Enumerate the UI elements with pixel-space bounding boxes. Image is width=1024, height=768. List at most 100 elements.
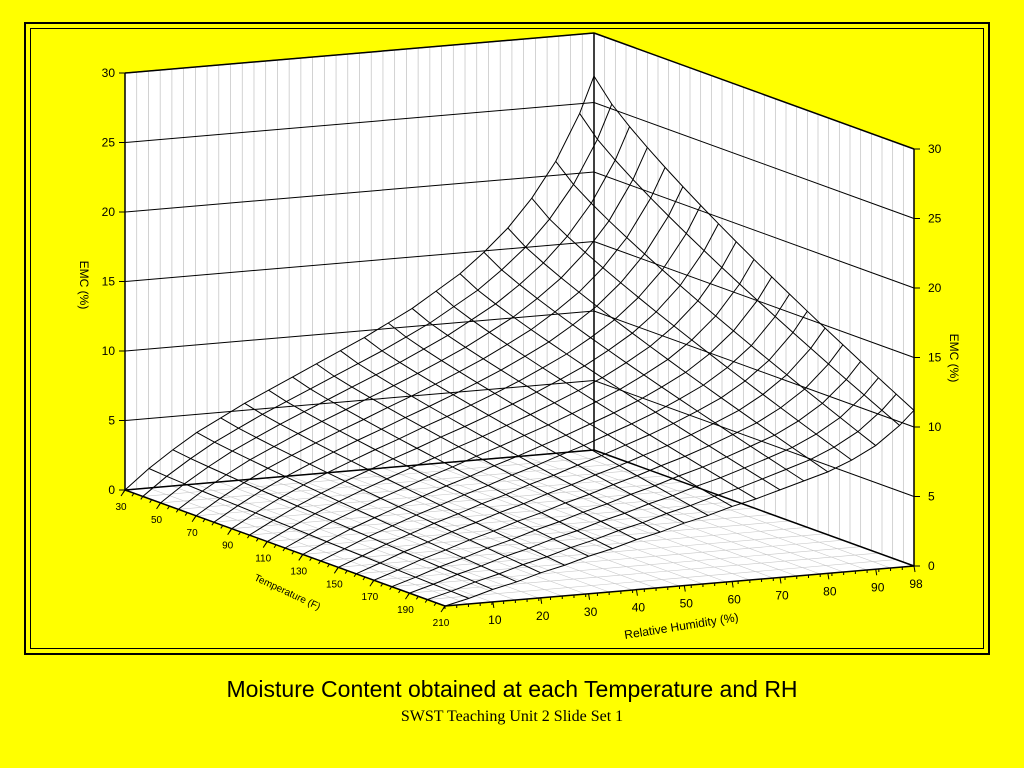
- x-tick-label: 90: [871, 580, 885, 594]
- y-minor-tick: [167, 505, 170, 510]
- y-minor-tick: [344, 570, 348, 574]
- surface-line-rh: [579, 113, 900, 426]
- axis-frame-line: [593, 32, 915, 150]
- x-tick-label: 60: [727, 593, 741, 607]
- surface-line-rh: [435, 290, 757, 500]
- slide-frame: [24, 22, 990, 655]
- z-tick-label-left: 10: [102, 344, 116, 358]
- z-axis-title-left: EMC (%): [77, 261, 91, 310]
- y-minor-tick: [398, 589, 401, 594]
- y-tick-label: 150: [326, 579, 343, 590]
- y-tick-label: 210: [433, 618, 450, 629]
- y-minor-tick: [335, 567, 339, 571]
- floor-gridline-temp: [142, 456, 612, 497]
- y-minor-tick: [389, 586, 393, 590]
- z-tick-label-left: 15: [102, 275, 116, 289]
- z-tick-label-left: 20: [102, 205, 116, 219]
- floor-gridline-temp: [427, 559, 897, 600]
- z-tick-label-right: 15: [928, 351, 942, 365]
- y-minor-tick: [309, 557, 313, 561]
- surface-line-rh: [220, 417, 541, 574]
- surface-line-rh: [196, 432, 517, 583]
- y-tick-label: 190: [397, 605, 414, 616]
- y-minor-tick: [424, 599, 428, 603]
- floor-gridline-temp: [231, 488, 701, 529]
- x-tick-label: 20: [536, 609, 550, 623]
- y-minor-tick: [184, 512, 188, 516]
- y-minor-tick: [238, 531, 241, 536]
- surface-line-rh: [268, 389, 589, 557]
- y-minor-tick: [371, 579, 375, 584]
- y-minor-tick: [442, 605, 446, 610]
- floor-gridline-temp: [373, 539, 843, 581]
- y-minor-tick: [193, 515, 197, 520]
- floor-gridline-temp: [213, 481, 683, 523]
- x-tick: [827, 573, 830, 580]
- z-tick-label-right: 0: [928, 559, 935, 573]
- surface-line-rh: [555, 161, 877, 446]
- y-minor-tick: [380, 583, 384, 587]
- z-tick-label-right: 30: [928, 142, 942, 156]
- y-minor-tick: [211, 521, 215, 526]
- y-minor-tick: [149, 499, 153, 503]
- floor-gridline-temp: [196, 475, 666, 517]
- z-tick-label-right: 20: [928, 281, 942, 295]
- z-tick-label-right: 5: [928, 490, 935, 504]
- x-tick-label: 40: [632, 601, 646, 615]
- surface-line-rh: [593, 75, 915, 411]
- axis-frame-line: [124, 32, 595, 74]
- chart-walls: [124, 32, 915, 567]
- x-tick-label: 30: [584, 605, 598, 619]
- surface-line-rh: [172, 449, 494, 590]
- axis-frame-line: [124, 449, 595, 491]
- z-tick-label-left: 5: [108, 414, 115, 428]
- y-minor-tick: [327, 563, 330, 568]
- z-axis-title-right: EMC (%): [947, 334, 961, 383]
- surface-line-rh: [507, 227, 829, 473]
- y-minor-tick: [300, 554, 304, 558]
- y-minor-tick: [264, 541, 268, 545]
- y-tick-label: 30: [115, 502, 127, 513]
- y-minor-tick: [415, 596, 419, 600]
- y-minor-tick: [131, 492, 135, 497]
- y-minor-tick: [247, 534, 250, 539]
- y-minor-tick: [282, 547, 286, 552]
- y-minor-tick: [318, 560, 321, 565]
- surface-line-rh: [483, 251, 805, 482]
- surface-line-rh: [411, 308, 733, 507]
- x-tick-label: 70: [775, 588, 789, 602]
- x-tick: [492, 601, 495, 609]
- surface-line-rh: [148, 468, 470, 599]
- y-tick-label: 90: [222, 541, 234, 552]
- x-tick: [875, 569, 878, 576]
- z-tick-label-right: 25: [928, 212, 942, 226]
- floor-gridline-temp: [267, 501, 737, 542]
- x-tick-label: 10: [488, 613, 502, 627]
- y-axis-title: Temperature (F): [252, 573, 322, 613]
- slide-footer: SWST Teaching Unit 2 Slide Set 1: [400, 708, 624, 725]
- surface-line-rh: [340, 350, 661, 533]
- x-tick: [635, 589, 638, 596]
- y-minor-tick: [291, 550, 295, 555]
- y-minor-tick: [353, 573, 357, 578]
- floor-gridline-temp: [249, 494, 719, 536]
- y-tick-label: 170: [362, 592, 379, 603]
- y-minor-tick: [407, 592, 410, 597]
- x-tick: [913, 565, 916, 573]
- z-tick-label-left: 0: [108, 483, 115, 497]
- x-tick: [683, 585, 686, 592]
- y-minor-tick: [202, 518, 206, 523]
- y-minor-tick: [158, 502, 161, 507]
- y-minor-tick: [122, 489, 126, 494]
- y-minor-tick: [140, 496, 144, 500]
- floor-gridline-temp: [284, 507, 755, 549]
- surface-line-rh: [387, 322, 709, 516]
- x-tick-label: 50: [680, 597, 694, 611]
- y-minor-tick: [362, 576, 366, 581]
- y-minor-tick: [273, 544, 277, 549]
- surface-line-rh: [244, 402, 565, 566]
- axis-frame-line: [593, 449, 915, 567]
- y-minor-tick: [255, 538, 259, 542]
